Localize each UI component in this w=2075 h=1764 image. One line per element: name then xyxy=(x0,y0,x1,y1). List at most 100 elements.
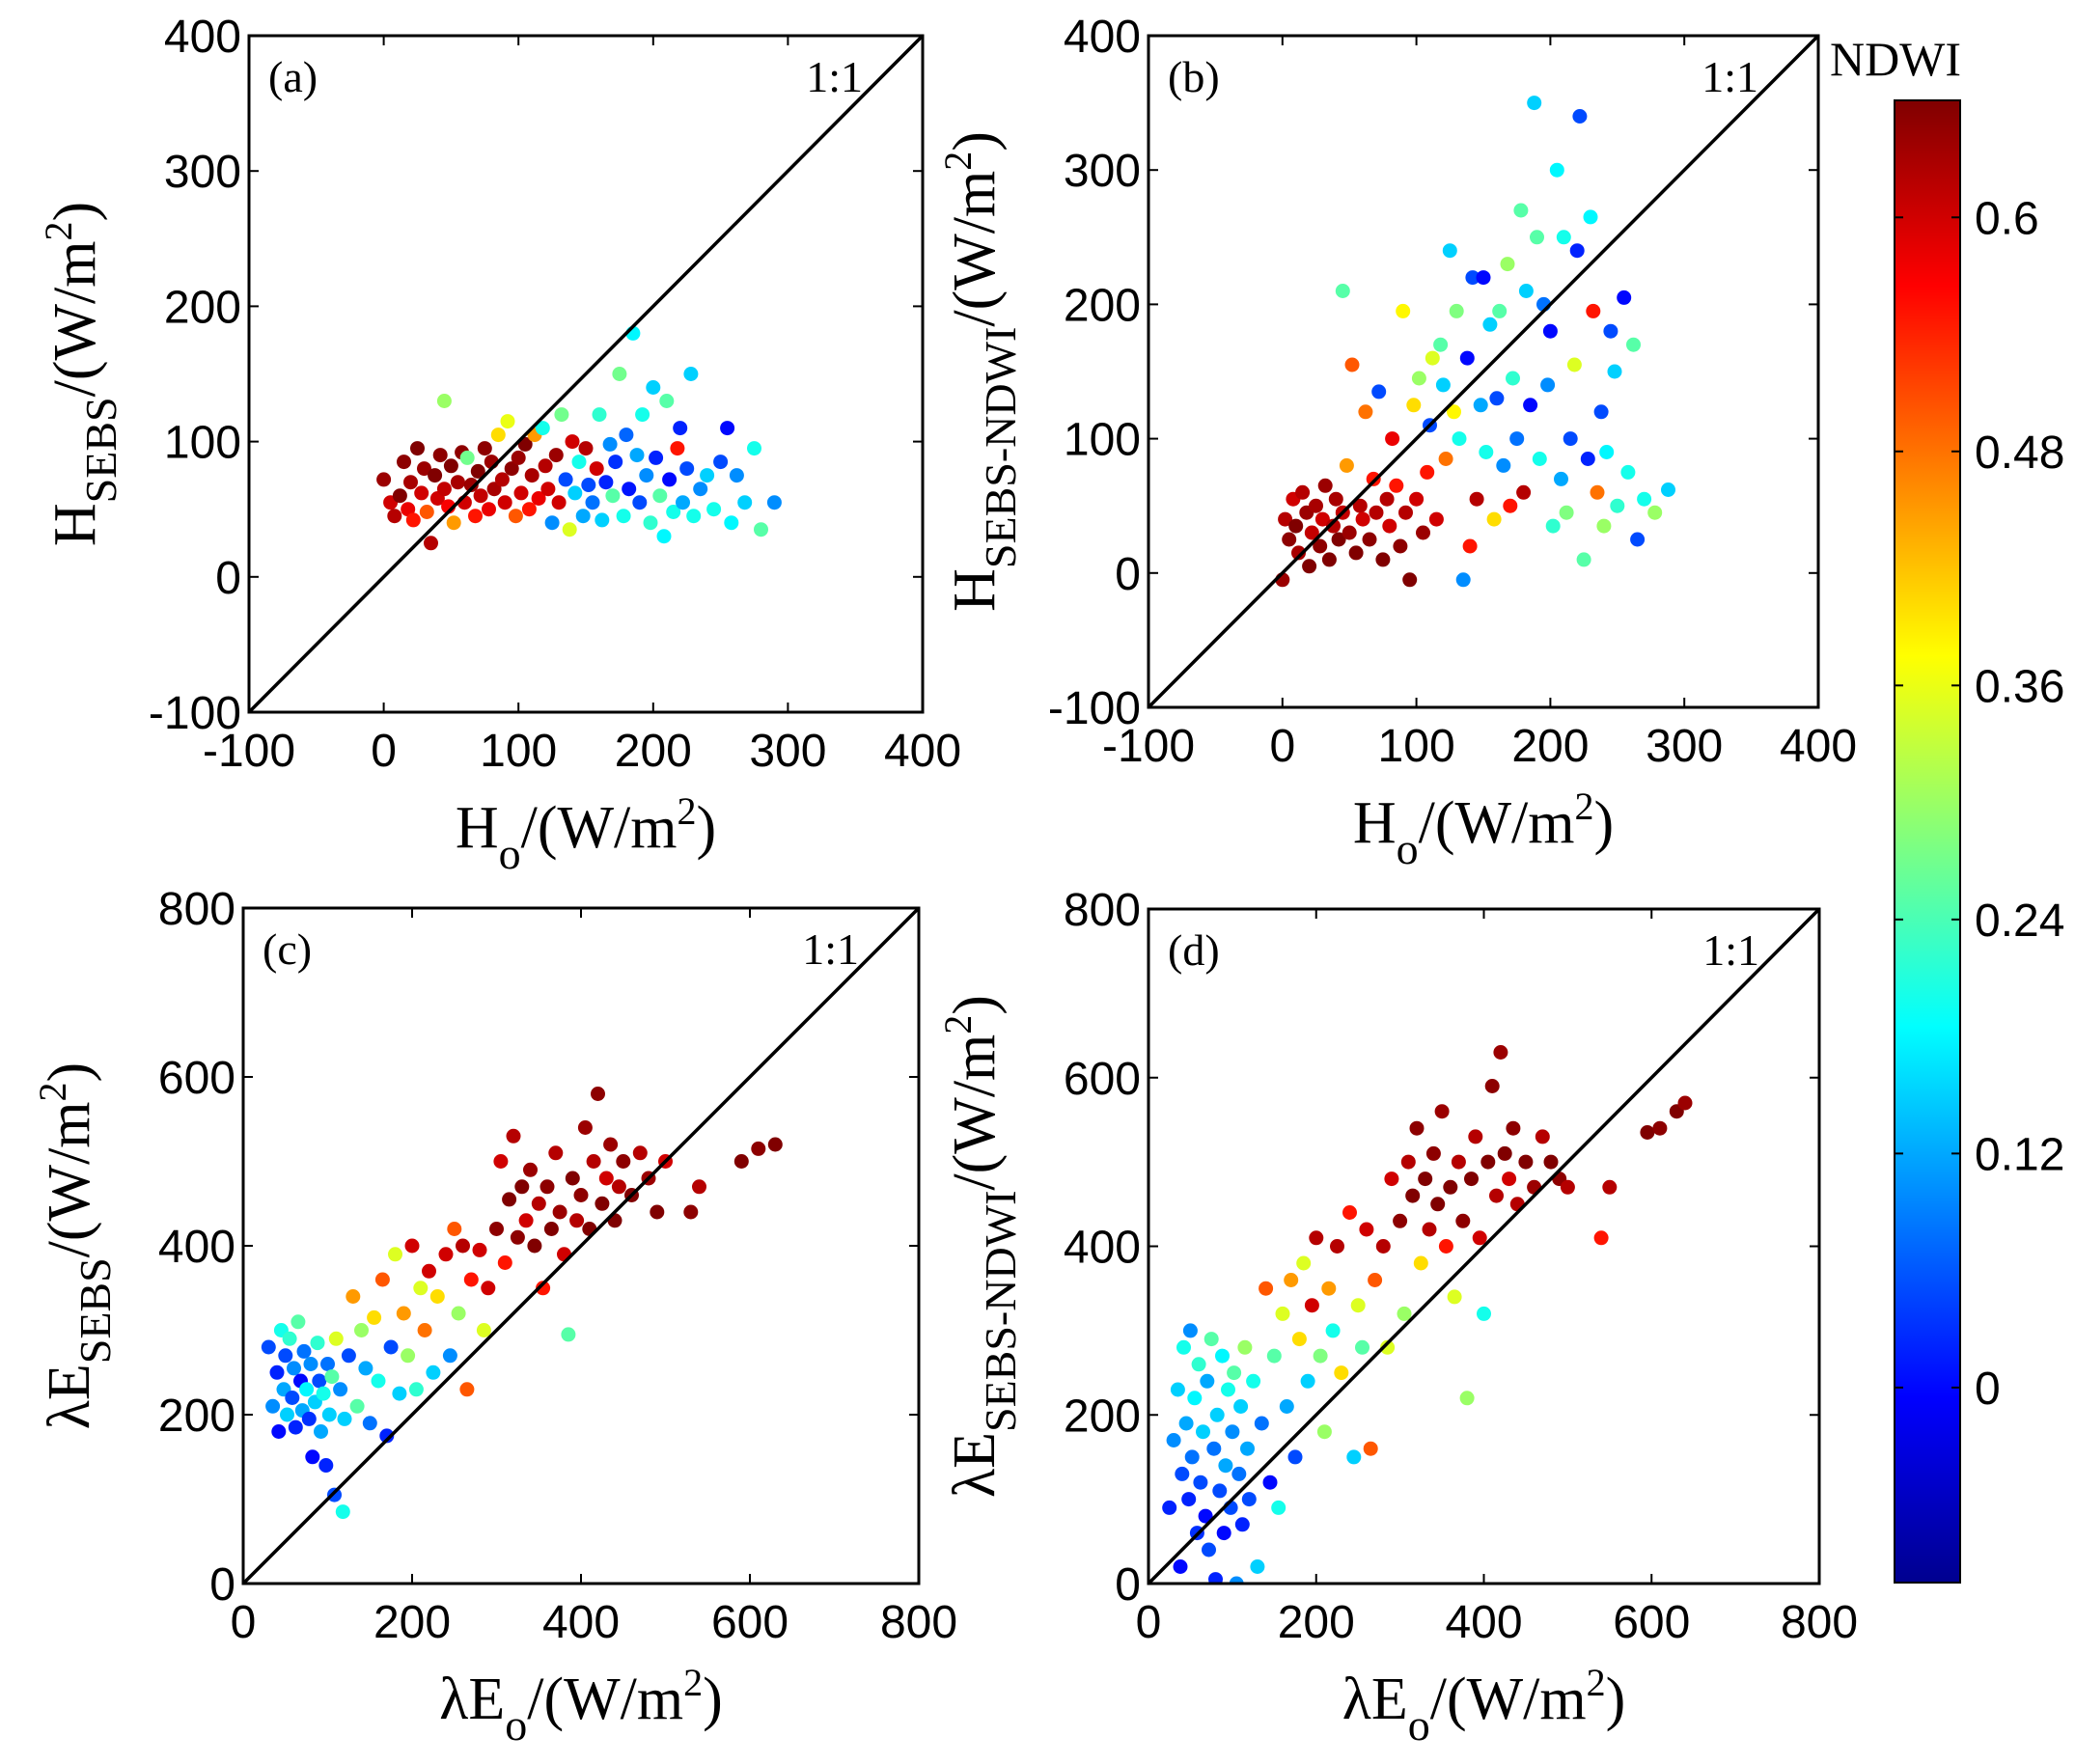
data-point xyxy=(404,1238,420,1254)
one-to-one-label: 1:1 xyxy=(802,924,859,974)
x-tick-label: 0 xyxy=(1136,1597,1162,1648)
data-point xyxy=(1375,552,1391,567)
data-point xyxy=(1279,1399,1294,1414)
data-point xyxy=(1523,398,1538,413)
data-point xyxy=(1237,1339,1253,1355)
data-point xyxy=(320,1357,335,1371)
y-axis-title: λESEBS/(W/m2) xyxy=(31,1062,120,1429)
data-point xyxy=(1321,552,1337,567)
ndwi-colorbar: NDWI 0.6 0.48 0.36 0.24 0.12 0 xyxy=(1830,32,2064,1584)
data-point xyxy=(1335,284,1350,298)
data-point xyxy=(766,495,782,510)
data-point xyxy=(1396,303,1411,318)
data-point xyxy=(472,1242,487,1257)
data-point xyxy=(552,1204,567,1220)
data-point xyxy=(436,482,452,497)
data-point xyxy=(595,1196,610,1211)
x-tick-label: 300 xyxy=(1646,721,1723,772)
data-point xyxy=(548,448,564,463)
data-point xyxy=(318,1458,334,1473)
data-point xyxy=(1563,431,1578,447)
data-point xyxy=(265,1398,281,1414)
one-to-one-line xyxy=(1147,34,1820,709)
data-point xyxy=(513,485,529,501)
data-point xyxy=(1477,1306,1491,1321)
scatter-points xyxy=(1162,1045,1693,1584)
data-point xyxy=(438,1247,454,1262)
data-point xyxy=(692,1179,706,1195)
data-point xyxy=(605,488,621,504)
data-point xyxy=(1262,1475,1278,1490)
data-point xyxy=(1425,1145,1441,1161)
data-point xyxy=(316,1386,331,1401)
data-point xyxy=(442,1348,457,1364)
data-point xyxy=(585,495,600,510)
data-point xyxy=(1506,1120,1521,1136)
data-point xyxy=(1193,1475,1208,1490)
data-point xyxy=(1330,1239,1344,1254)
data-point xyxy=(1468,1129,1483,1144)
data-point xyxy=(1375,1239,1391,1254)
data-point xyxy=(706,502,722,517)
data-point xyxy=(649,450,664,465)
data-point xyxy=(1443,1179,1458,1195)
data-point xyxy=(1187,1391,1203,1406)
data-point xyxy=(1229,1576,1244,1584)
data-point xyxy=(333,1382,348,1397)
data-point xyxy=(1363,1441,1378,1456)
data-point xyxy=(686,509,702,524)
data-point xyxy=(565,434,580,450)
data-point xyxy=(535,421,550,436)
y-tick-label: 100 xyxy=(164,418,241,469)
data-point xyxy=(1204,1332,1219,1347)
data-point xyxy=(713,455,729,470)
data-point xyxy=(1176,1339,1191,1355)
data-point xyxy=(337,1411,352,1426)
data-point xyxy=(1569,243,1585,259)
panel-b: -100 0 100 200 300 400 -100 0 100 200 300 400 (b) 1:1… xyxy=(936,12,1857,873)
data-point xyxy=(1593,404,1609,420)
data-point xyxy=(367,1309,382,1325)
data-point xyxy=(531,1196,546,1211)
data-point xyxy=(1500,257,1515,272)
data-point xyxy=(1326,518,1341,534)
panel-c: 0 200 400 600 800 0 200 400 600 800 (c) 1:1 λEo/(W/m… xyxy=(31,884,957,1750)
data-point xyxy=(396,1306,411,1321)
data-point xyxy=(611,1179,626,1195)
data-point xyxy=(629,448,645,463)
data-point xyxy=(720,421,735,436)
data-point xyxy=(1434,1104,1450,1119)
data-point xyxy=(1452,431,1467,447)
x-tick-label: 600 xyxy=(1613,1597,1690,1648)
data-point xyxy=(571,455,587,470)
data-point xyxy=(1451,1154,1466,1170)
data-point xyxy=(670,441,685,456)
data-point xyxy=(1428,511,1444,527)
data-point xyxy=(335,1504,350,1520)
data-point xyxy=(1389,478,1404,493)
y-tick-label: 0 xyxy=(1115,1559,1141,1611)
scatter-points xyxy=(376,325,782,551)
data-point xyxy=(392,1386,407,1401)
data-point xyxy=(303,1357,318,1371)
data-point xyxy=(451,1306,466,1321)
data-point xyxy=(612,367,627,381)
data-point xyxy=(1295,484,1311,500)
data-point xyxy=(296,1343,312,1359)
data-point xyxy=(551,495,567,510)
data-point xyxy=(595,512,610,528)
y-tick-label: 400 xyxy=(1064,1223,1141,1274)
data-point xyxy=(733,1154,749,1169)
data-point xyxy=(261,1339,276,1355)
data-point xyxy=(414,485,429,501)
data-point xyxy=(1484,1079,1500,1093)
data-point xyxy=(561,1327,576,1342)
data-point xyxy=(1314,511,1330,527)
data-point xyxy=(1677,1095,1693,1111)
data-point xyxy=(429,1289,445,1304)
panel-label: (d) xyxy=(1168,925,1220,975)
data-point xyxy=(1331,532,1346,547)
data-point xyxy=(1393,538,1408,554)
data-point xyxy=(1572,109,1588,124)
data-point xyxy=(531,491,546,506)
